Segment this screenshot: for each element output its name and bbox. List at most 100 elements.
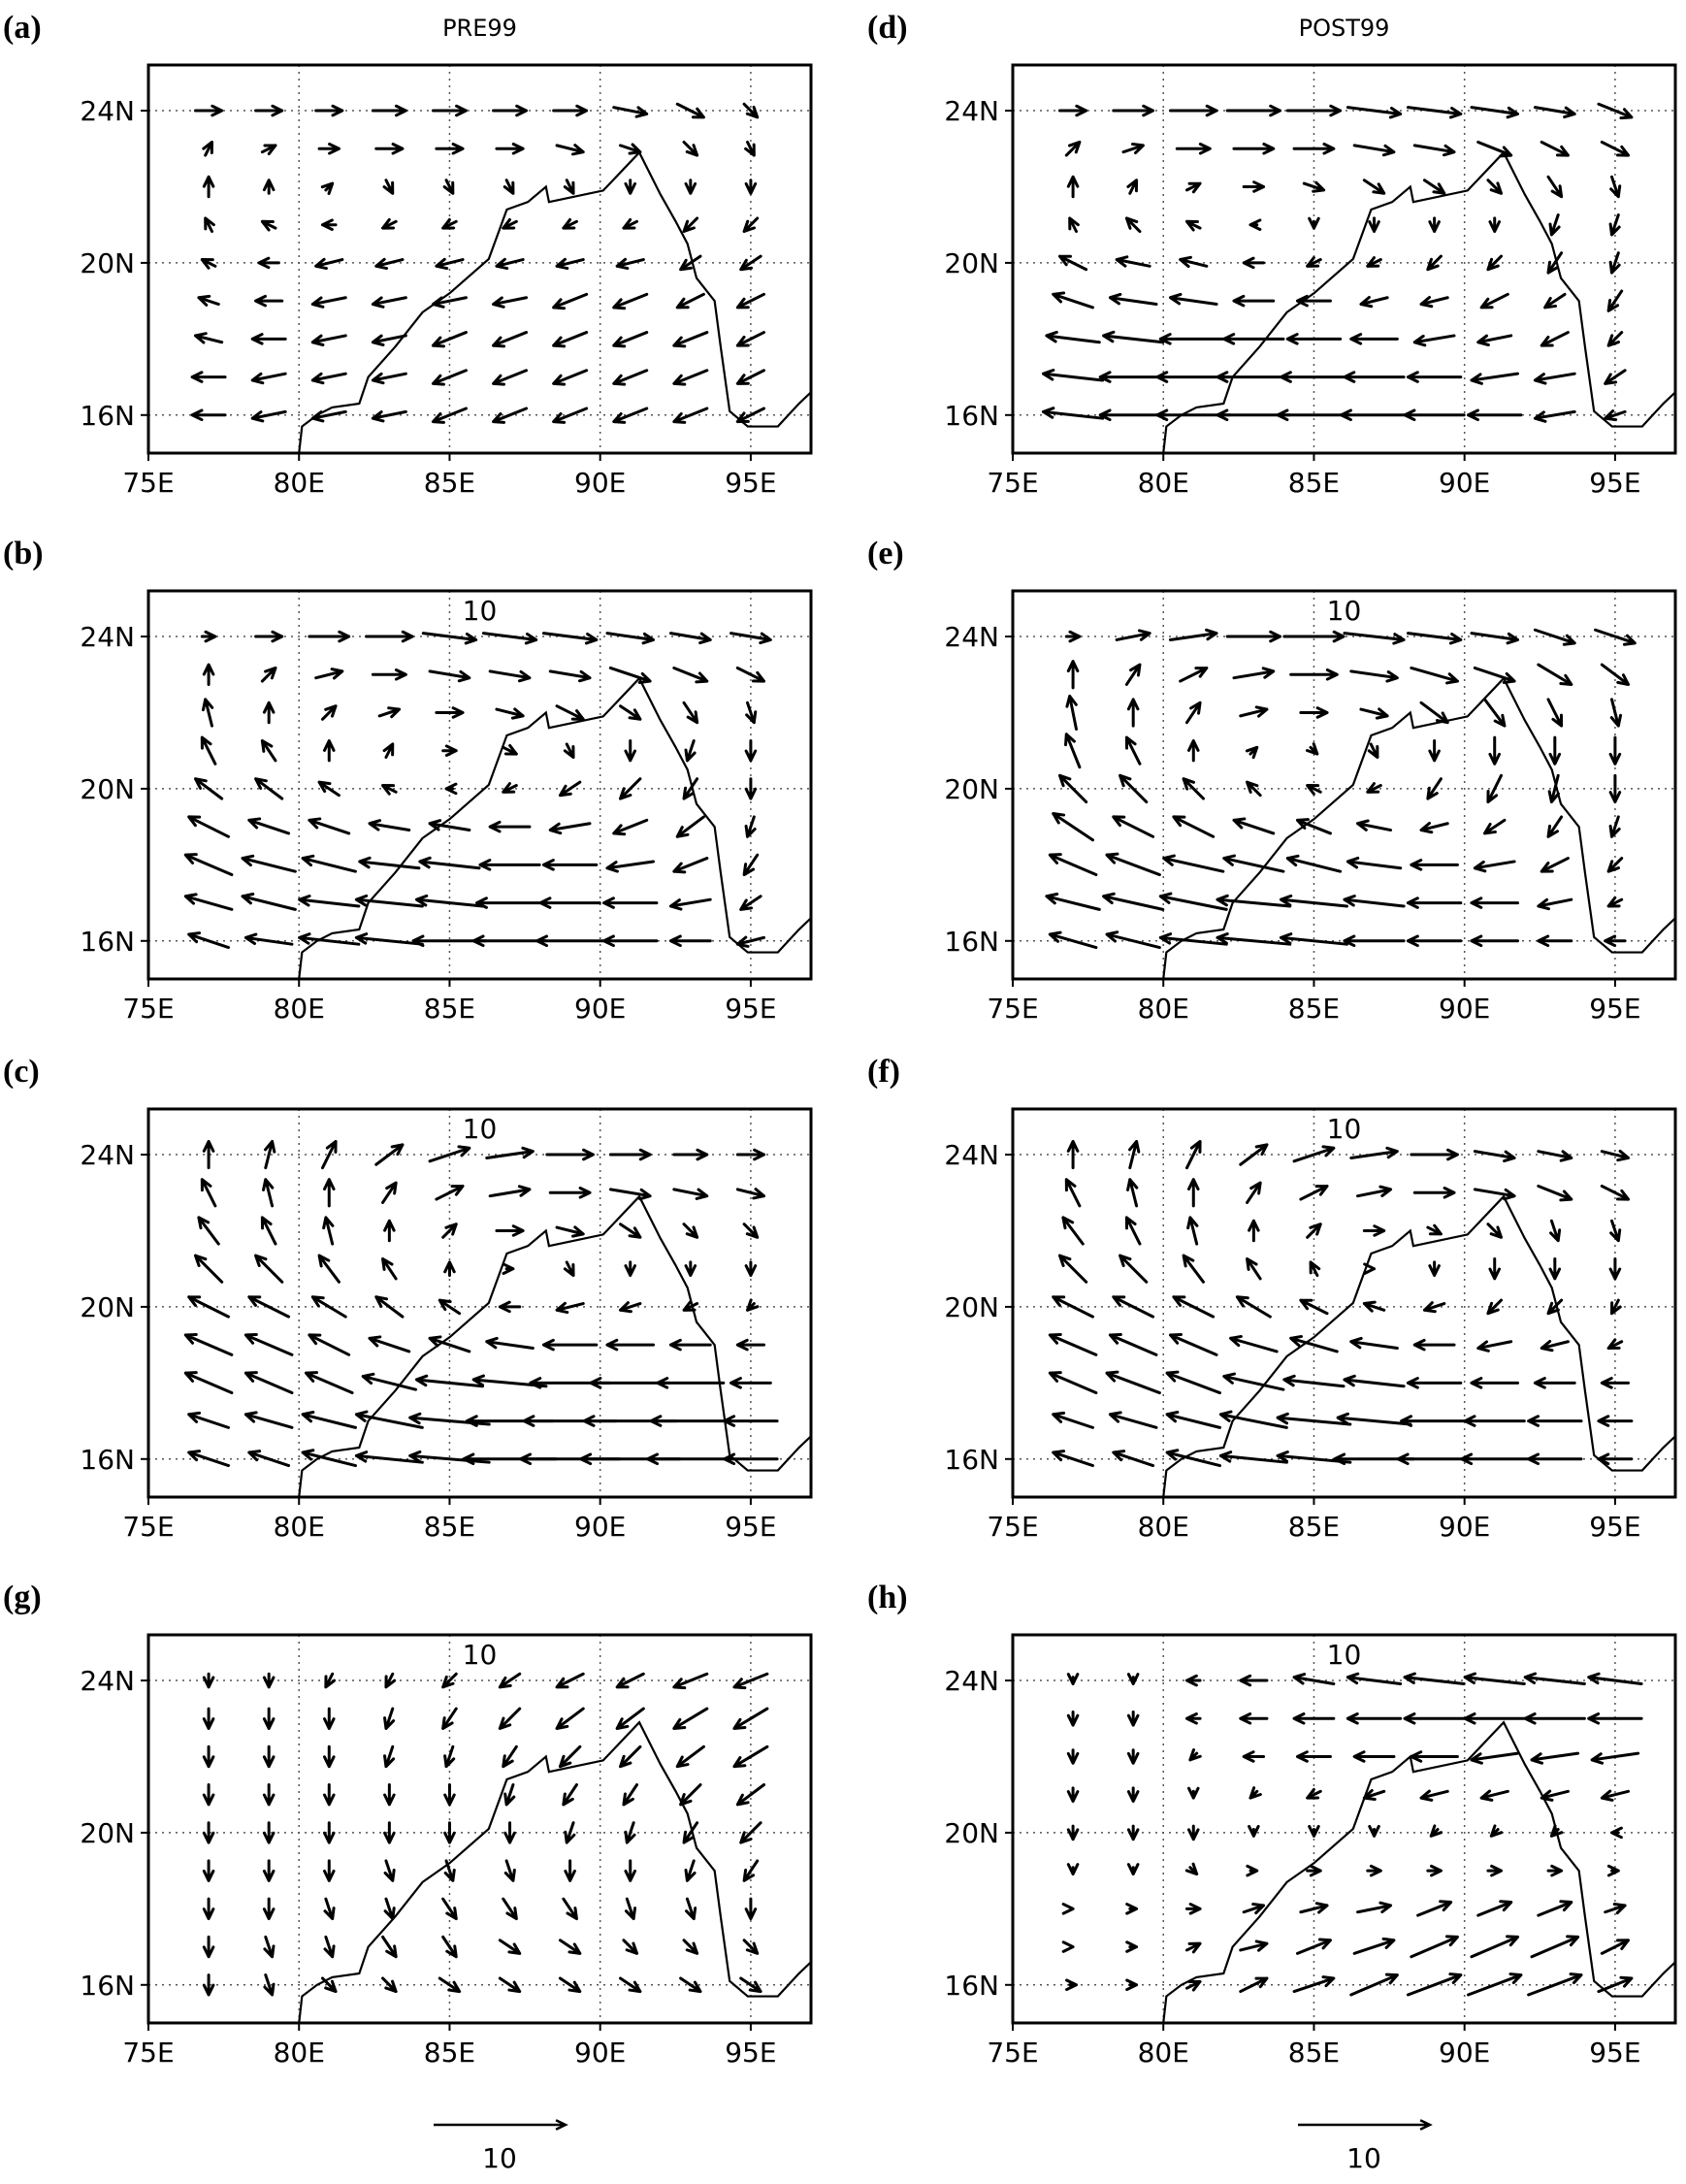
wind-vector — [1239, 705, 1269, 718]
panel-label: (h) — [867, 1580, 908, 1615]
wind-vector — [1229, 1334, 1279, 1353]
wind-vector — [735, 935, 766, 948]
wind-vector — [1168, 104, 1218, 117]
wind-vector — [682, 1222, 699, 1239]
x-tick-label: 80E — [274, 1511, 325, 1543]
wind-vector — [735, 1338, 766, 1352]
wind-vector — [1216, 371, 1292, 383]
wind-vector — [320, 181, 335, 195]
wind-vector — [1419, 701, 1449, 725]
wind-vector — [1540, 1339, 1570, 1353]
plot-area — [1061, 1672, 1675, 2023]
wind-vector — [314, 668, 344, 680]
wind-vector — [684, 179, 697, 195]
wind-vector — [1352, 1750, 1396, 1763]
wind-vector — [441, 1897, 458, 1921]
wind-vector — [1543, 292, 1567, 310]
wind-vector — [1108, 292, 1158, 307]
x-tick-label: 95E — [1589, 2037, 1640, 2069]
wind-vector — [1406, 632, 1463, 645]
wind-vector — [502, 1744, 518, 1769]
wind-vector — [1483, 698, 1507, 728]
wind-vector — [502, 217, 518, 230]
wind-vector — [735, 407, 766, 424]
wind-vector — [1343, 632, 1406, 645]
wind-vector — [1548, 213, 1561, 237]
wind-vector — [541, 632, 599, 645]
wind-vector — [383, 1897, 396, 1921]
wind-vector — [382, 179, 395, 195]
wind-vector — [682, 777, 699, 800]
wind-vector — [247, 1295, 291, 1319]
wind-vector — [1600, 1149, 1631, 1162]
wind-vector — [730, 1377, 772, 1389]
wind-vector — [1179, 666, 1209, 683]
wind-vector — [548, 822, 592, 835]
wind-vector — [1346, 1711, 1403, 1725]
wind-vector — [1359, 295, 1389, 309]
wind-vector — [371, 372, 407, 385]
wind-vector — [538, 896, 601, 909]
y-tick-label: 20N — [80, 1817, 135, 1849]
wind-vector — [1124, 216, 1142, 234]
annotation: 10 — [1327, 595, 1362, 627]
y-tick-label: 20N — [944, 1817, 999, 1849]
reference-vector — [1297, 2119, 1433, 2131]
wind-vector — [612, 369, 649, 386]
wind-vector — [421, 632, 478, 645]
wind-vector — [371, 334, 407, 347]
wind-vector — [1479, 292, 1509, 310]
wind-vector — [735, 331, 766, 347]
wind-vector — [1336, 1412, 1412, 1426]
wind-vector — [1546, 175, 1564, 199]
wind-vector — [441, 1707, 458, 1730]
wind-vector — [1412, 1338, 1456, 1352]
wind-vector — [418, 856, 481, 870]
wind-vector — [1061, 1216, 1085, 1246]
coastline — [298, 1720, 811, 2023]
wind-vector — [555, 144, 585, 156]
wind-vector — [298, 932, 361, 946]
wind-vector — [1546, 251, 1564, 275]
wind-vector — [1609, 1219, 1622, 1243]
wind-vector — [187, 815, 230, 838]
x-tick-label: 80E — [274, 2037, 325, 2069]
panel-label: (d) — [867, 10, 908, 46]
wind-vector — [684, 1260, 697, 1278]
wind-vector — [739, 1821, 762, 1844]
wind-vector — [555, 257, 585, 271]
wind-vector — [262, 701, 276, 725]
wind-vector — [675, 292, 705, 310]
wind-vector — [1225, 630, 1282, 643]
wind-vector — [1292, 1975, 1336, 1994]
wind-vector — [502, 1262, 515, 1275]
wind-vector — [381, 784, 398, 796]
wind-vector — [1346, 1672, 1403, 1685]
wind-vector — [555, 1225, 585, 1238]
wind-vector — [1356, 819, 1393, 832]
panel: (h) 75E 80E 85E 90E 95E 16N 20N 24N 10 10 — [867, 1580, 1677, 2174]
wind-vector — [187, 931, 230, 950]
wind-vector — [1066, 1863, 1080, 1876]
wind-vector — [744, 1897, 758, 1921]
wind-vector — [1179, 255, 1209, 269]
wind-vector — [563, 742, 575, 760]
wind-vector — [1476, 334, 1513, 347]
x-tick-label: 75E — [987, 2037, 1038, 2069]
wind-vector — [735, 666, 766, 683]
wind-vector — [1239, 1711, 1269, 1725]
wind-vector — [197, 294, 220, 307]
wind-vector — [1352, 144, 1396, 157]
wind-vector — [1366, 256, 1382, 268]
wind-vector — [247, 817, 291, 835]
wind-vector — [552, 292, 589, 310]
wind-vector — [1546, 1864, 1564, 1877]
wind-vector — [1232, 817, 1276, 835]
wind-vector — [1309, 1260, 1321, 1278]
wind-vector — [672, 1188, 709, 1200]
wind-vector — [1285, 854, 1343, 873]
wind-vector — [1165, 1411, 1221, 1429]
wind-vector — [374, 257, 405, 271]
wind-vector — [361, 1372, 418, 1391]
coastline — [1162, 150, 1675, 453]
